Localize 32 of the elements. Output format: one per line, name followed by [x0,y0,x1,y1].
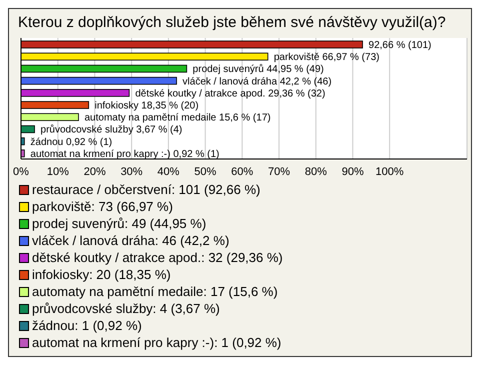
legend-label: prodej suvenýrů: 49 (44,95 %) [32,215,206,232]
legend-label: parkoviště: 73 (66,97 %) [32,198,173,215]
data-label: 92,66 % (101) [368,40,432,51]
legend-label: automaty na pamětní medaile: 17 (15,6 %) [32,283,278,300]
x-tick-label: 70% [268,166,290,178]
x-tick-label: 0% [13,166,30,178]
x-tick-label: 30% [120,166,143,178]
legend-label: žádnou: 1 (0,92 %) [32,317,142,334]
legend-label: infokiosky: 20 (18,35 %) [32,266,171,283]
x-tick-label: 40% [157,166,180,178]
x-tick-label: 20% [84,166,106,178]
data-label: automat na krmení pro kapry :-) 0,92 % (1) [30,148,220,160]
legend-label: automat na krmení pro kapry :-): 1 (0,92 %) [32,334,282,351]
data-label: vláček / lanová dráha 42,2 % (46) [182,76,332,88]
x-tick-label: 100% [376,166,404,178]
x-tick-label: 10% [46,166,70,178]
x-tick-label: 60% [231,166,254,178]
chart-title: Kterou z doplňkových služeb jste během své návštěvy využil(a)? [17,13,447,33]
x-tick-label: 50% [194,166,217,178]
x-tick-label: 90% [342,166,364,178]
data-label: parkoviště 66,97 % (73) [274,52,380,64]
data-label: průvodcovské služby 3,67 % (4) [40,124,182,136]
data-label: žádnou 0,92 % (1) [30,136,112,148]
legend-label: restaurace / občerstvení: 101 (92,66 %) [32,181,260,198]
legend-label: vláček / lanová dráha: 46 (42,2 %) [32,232,230,249]
data-label: dětské koutky / atrakce apod. 29,36 % (32) [135,88,326,100]
legend-label: průvodcovské služby: 4 (3,67 %) [32,300,220,317]
data-label: automaty na pamětní medaile 15,6 % (17) [84,112,271,124]
data-label: infokiosky 18,35 % (20) [94,100,199,112]
data-label: prodej suvenýrů 44,95 % (49) [192,63,324,76]
x-tick-label: 80% [304,166,328,178]
legend-label: dětské koutky / atrakce apod.: 32 (29,36 %) [32,249,283,266]
